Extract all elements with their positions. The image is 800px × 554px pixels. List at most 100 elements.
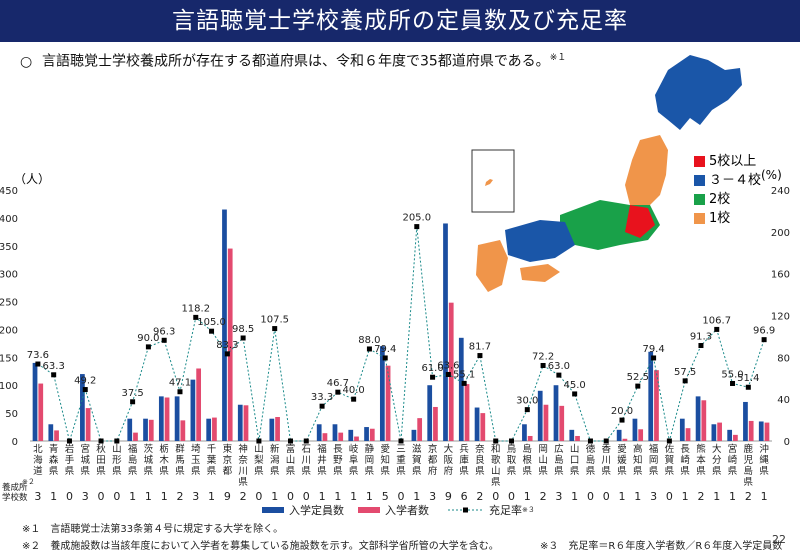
rate-point xyxy=(177,389,183,395)
school-count: 1 xyxy=(350,490,357,503)
category-label-char: 三 xyxy=(396,444,406,455)
school-count: 3 xyxy=(429,490,436,503)
school-count: 1 xyxy=(161,490,168,503)
rate-label: 40.0 xyxy=(343,385,365,396)
rate-point xyxy=(287,438,293,444)
category-label-char: 群 xyxy=(175,443,185,455)
right-tick-label: 160 xyxy=(771,270,790,281)
category-label-char: 手 xyxy=(65,454,75,466)
category-label-char: 形 xyxy=(112,454,122,466)
rate-point xyxy=(651,355,657,361)
school-count: 1 xyxy=(145,490,152,503)
category-label-char: 県 xyxy=(728,466,738,477)
bar-capacity xyxy=(364,427,369,441)
bar-capacity xyxy=(143,418,148,441)
bar-capacity xyxy=(695,396,701,441)
left-tick-label: 250 xyxy=(0,298,18,309)
category-label-char: 川 xyxy=(302,455,312,466)
category-label-char: 宮 xyxy=(80,443,90,455)
category-label-char: 県 xyxy=(680,466,690,477)
category-label-char: 県 xyxy=(412,466,422,477)
category-label-char: 山 xyxy=(286,455,296,466)
category-label-char: 府 xyxy=(428,465,438,477)
left-tick-label: 400 xyxy=(0,214,18,225)
school-count: 1 xyxy=(319,490,326,503)
category-label-char: 岡 xyxy=(538,444,548,455)
bar-capacity xyxy=(158,396,164,441)
category-label-char: 京 xyxy=(223,454,233,466)
category-label-char: 都 xyxy=(223,466,233,477)
school-count: 6 xyxy=(461,490,468,503)
bar-enrolled xyxy=(638,429,644,441)
category-label-char: 県 xyxy=(649,466,659,477)
category-label-char: 城 xyxy=(144,455,154,466)
rate-label: 118.2 xyxy=(181,303,210,314)
school-count: 0 xyxy=(255,490,262,503)
category-label-char: 徳 xyxy=(586,443,596,455)
category-label-char: 福 xyxy=(128,443,138,455)
category-label-char: 岐 xyxy=(349,443,359,455)
kanto-shape xyxy=(625,205,655,238)
map-legend-item: ３－４校 xyxy=(694,171,761,190)
bar-capacity xyxy=(679,418,685,441)
school-count: 1 xyxy=(334,490,341,503)
category-label-char: 阜 xyxy=(349,454,359,466)
category-label-char: 岡 xyxy=(649,455,659,466)
map-legend-label: 2校 xyxy=(709,192,731,207)
left-tick-label: 300 xyxy=(0,270,18,281)
rate-point xyxy=(335,389,341,395)
legend-rate-marker xyxy=(463,507,468,513)
category-label-char: 新 xyxy=(270,443,280,455)
bar-enrolled xyxy=(354,436,359,441)
category-label-char: 県 xyxy=(538,466,548,477)
category-label-char: 縄 xyxy=(759,454,769,466)
left-tick-label: 350 xyxy=(0,242,18,253)
school-count: 9 xyxy=(445,490,452,503)
rate-point xyxy=(256,438,262,444)
category-label-char: 府 xyxy=(444,465,454,477)
rate-label: 98.5 xyxy=(232,324,254,335)
category-label-char: 県 xyxy=(570,466,580,477)
bar-enrolled xyxy=(85,408,91,441)
kyushu-shape xyxy=(476,240,508,292)
rate-point xyxy=(224,351,230,357)
bar-enrolled xyxy=(527,435,533,441)
school-count: 0 xyxy=(398,490,405,503)
category-label-char: 山 xyxy=(570,444,580,455)
rate-point xyxy=(130,399,136,405)
school-count: 3 xyxy=(34,490,41,503)
school-count: 1 xyxy=(634,490,641,503)
map-legend-swatch xyxy=(694,194,705,205)
school-count: 3 xyxy=(192,490,199,503)
category-label-char: 崎 xyxy=(680,454,690,466)
category-label-char: 山 xyxy=(254,444,264,455)
rate-point xyxy=(398,438,404,444)
page-number: 22 xyxy=(772,533,786,546)
bar-enrolled xyxy=(322,433,328,441)
footnote-2: ※２ 養成施設数は当該年度において入学者を募集している施設数を示す。文部科学省所… xyxy=(22,541,499,552)
rate-label: 83.3 xyxy=(216,340,238,351)
category-label-char: 県 xyxy=(207,466,217,477)
bar-enrolled xyxy=(748,420,754,441)
bar-capacity xyxy=(316,424,322,441)
bar-capacity xyxy=(127,418,133,441)
bar-capacity xyxy=(569,429,575,441)
map-legend-swatch xyxy=(694,156,705,167)
school-count: 1 xyxy=(208,490,215,503)
school-count: 0 xyxy=(587,490,594,503)
category-label-char: 田 xyxy=(96,455,106,466)
category-label-char: 県 xyxy=(744,477,754,488)
rate-point xyxy=(161,337,167,343)
school-count: 0 xyxy=(66,490,73,503)
rate-label: 105.0 xyxy=(197,317,226,328)
category-label-char: 県 xyxy=(491,477,501,488)
category-label-char: 愛 xyxy=(617,443,627,455)
bar-capacity xyxy=(332,424,338,441)
category-label-char: 広 xyxy=(554,443,564,455)
category-label-char: 島 xyxy=(554,454,564,466)
category-label-char: 滋 xyxy=(412,443,422,455)
category-label-char: 県 xyxy=(380,466,390,477)
bullet: ○ xyxy=(20,53,33,70)
category-label-char: 県 xyxy=(302,466,312,477)
category-label-char: 県 xyxy=(459,466,469,477)
